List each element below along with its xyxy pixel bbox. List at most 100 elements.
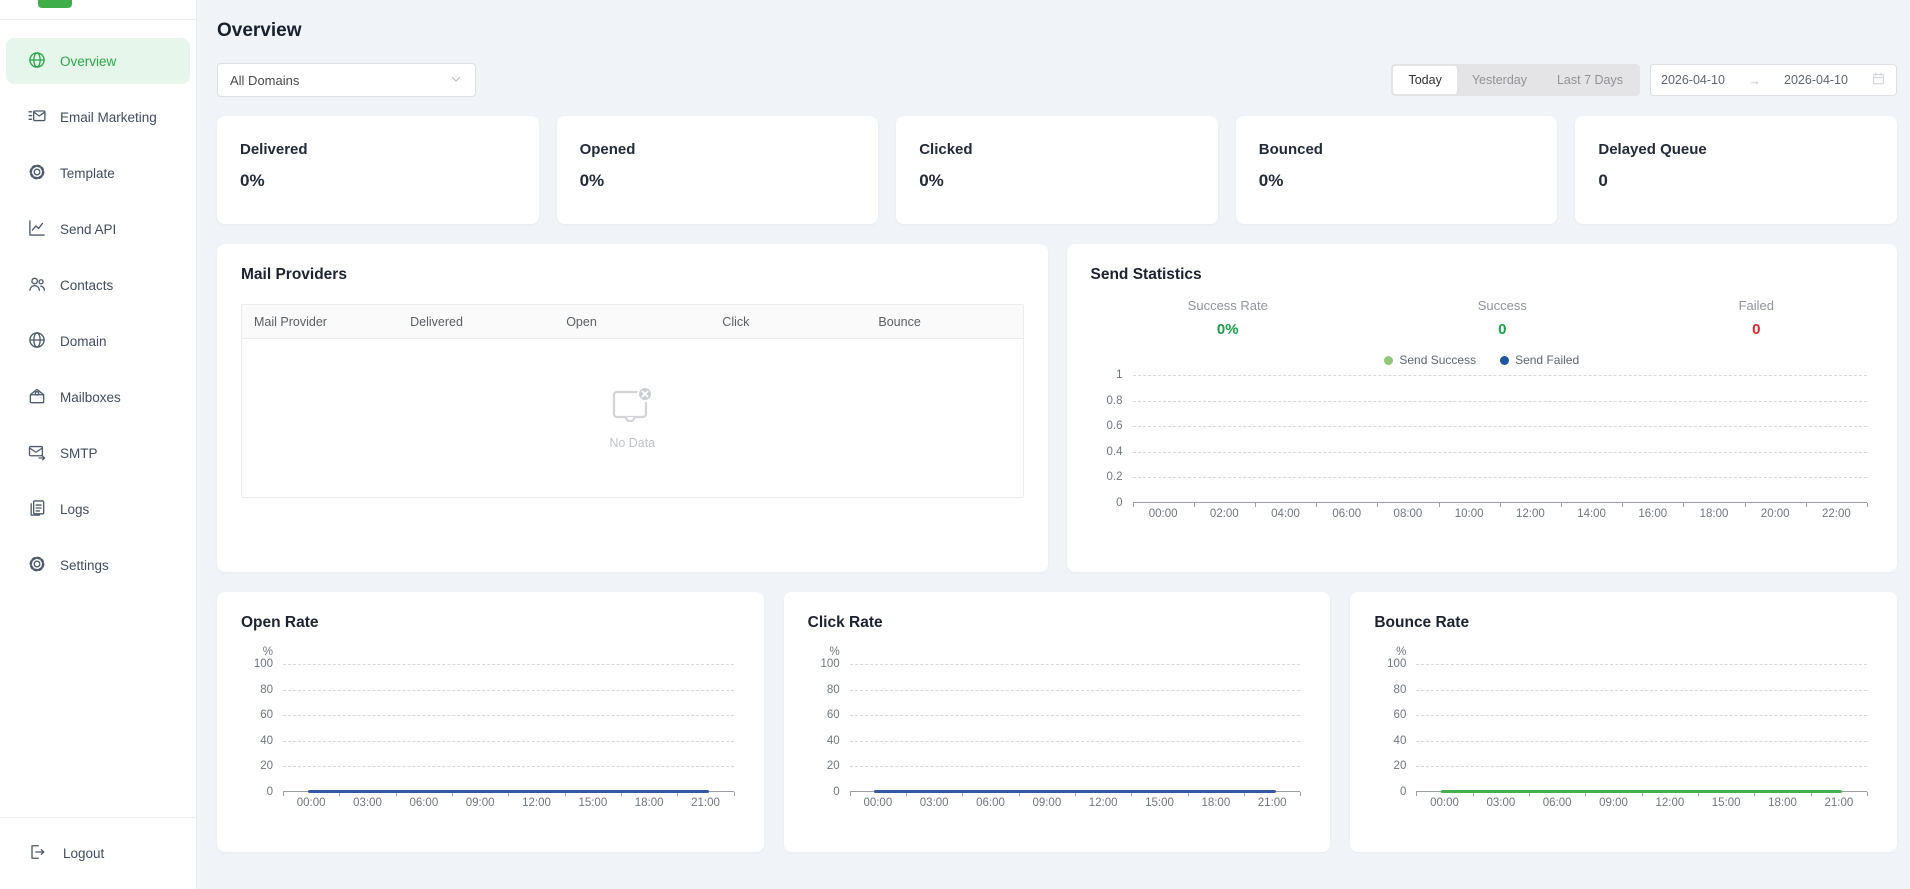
range-button-last-7-days[interactable]: Last 7 Days (1556, 73, 1623, 87)
range-button-today[interactable]: Today (1393, 66, 1457, 94)
legend-label: Send Failed (1515, 353, 1580, 367)
stat-card-opened: Opened 0% (556, 116, 879, 224)
logout-icon (27, 842, 47, 865)
series-line (307, 790, 709, 793)
y-axis-unit-label: % (262, 646, 273, 658)
axis-tick (508, 792, 510, 796)
summary-label: Success (1477, 298, 1527, 313)
domain-select[interactable]: All Domains (217, 63, 476, 97)
x-tick-label: 06:00 (1332, 508, 1362, 520)
x-tick-label: 15:00 (1711, 797, 1741, 809)
sidebar-item-send-api[interactable]: Send API (6, 206, 190, 252)
axis-tick (1744, 503, 1746, 507)
date-start-value[interactable]: 2026-04-10 (1661, 73, 1725, 87)
range-button-yesterday[interactable]: Yesterday (1471, 73, 1527, 87)
y-tick-label: 40 (1393, 734, 1407, 747)
stat-value: 0% (919, 171, 944, 190)
sidebar-item-overview[interactable]: Overview (6, 38, 190, 84)
x-tick-label: 22:00 (1822, 508, 1851, 520)
mail-providers-table: Mail Provider Delivered Open Click Bounc… (241, 304, 1024, 498)
stat-label: Opened (579, 141, 636, 158)
legend-item-send-success[interactable]: Send Success (1384, 353, 1476, 367)
sidebar-item-settings[interactable]: Settings (6, 542, 190, 588)
sidebar-item-template[interactable]: Template (6, 150, 190, 196)
chart-line-icon (27, 218, 47, 241)
axis-tick (1193, 503, 1195, 507)
sidebar-item-label: Template (60, 165, 115, 181)
x-tick-label: 18:00 (634, 797, 664, 809)
x-tick-label: 18:00 (1201, 797, 1231, 809)
y-tick-label: 80 (826, 683, 840, 696)
logo-strip (0, 0, 196, 20)
summary-success-rate: Success Rate 0% (1091, 298, 1366, 338)
gridline (849, 766, 1301, 768)
legend-item-send-failed[interactable]: Send Failed (1500, 353, 1579, 367)
sidebar-item-email-marketing[interactable]: Email Marketing (6, 94, 190, 140)
x-tick-label: 02:00 (1209, 508, 1239, 520)
page-title: Overview (217, 20, 302, 41)
middle-row: Mail Providers Mail Provider Delivered O… (217, 244, 1897, 572)
x-tick-label: 03:00 (353, 797, 382, 809)
y-tick-label: 0 (1116, 497, 1123, 509)
y-tick-label: 80 (260, 683, 273, 696)
stat-value: 0% (579, 171, 605, 190)
x-tick-label: 09:00 (465, 797, 495, 809)
y-tick-label: 0.2 (1106, 471, 1123, 484)
series-line (874, 790, 1276, 793)
x-tick-label: 00:00 (1430, 797, 1459, 809)
date-range-picker[interactable]: 2026-04-10 → 2026-04-10 (1650, 64, 1897, 96)
x-tick-label: 21:00 (1257, 797, 1287, 809)
axis-tick (1316, 503, 1318, 507)
axis-tick (1254, 503, 1256, 507)
envelope-open-icon (27, 386, 47, 409)
x-tick-label: 06:00 (1542, 797, 1572, 809)
sidebar-item-label: Domain (60, 333, 107, 349)
x-tick-label: 03:00 (919, 797, 949, 809)
y-tick-label: 80 (1393, 683, 1407, 696)
sidebar-item-label: Logs (60, 501, 90, 517)
axis-tick (1018, 792, 1020, 796)
sidebar-menu: Overview Email Marketing Template Send A… (0, 20, 196, 817)
gridline (283, 766, 734, 768)
y-tick-label: 100 (820, 658, 840, 670)
axis-tick (733, 792, 735, 796)
axis-tick (1754, 792, 1756, 796)
stat-card-delivered: Delivered 0% (217, 116, 539, 224)
main-content: Overview All Domains Today Yesterday Las… (198, 0, 1910, 852)
sidebar-item-label: Settings (60, 557, 109, 573)
sidebar: Overview Email Marketing Template Send A… (0, 0, 197, 889)
gridline (1132, 451, 1867, 453)
sidebar-item-domain[interactable]: Domain (6, 318, 190, 364)
summary-label: Failed (1738, 298, 1775, 313)
axis-tick (1075, 792, 1076, 796)
mail-providers-panel: Mail Providers Mail Provider Delivered O… (217, 244, 1048, 572)
open-rate-card: Open Rate 00:00 03:00 06:00 09:00 12:00 15:00… (217, 592, 764, 852)
sidebar-item-label: Contacts (60, 277, 114, 293)
logout-button[interactable]: Logout (0, 817, 196, 889)
date-end-value[interactable]: 2026-04-10 (1784, 73, 1848, 87)
sidebar-item-mailboxes[interactable]: Mailboxes (6, 374, 190, 420)
sidebar-item-label: Email Marketing (60, 109, 157, 125)
plot-area: 00:00 02:00 04:00 06:00 08:00 10:00 12:00 14:00… (1132, 375, 1868, 520)
x-tick-label: 15:00 (578, 797, 608, 809)
column-header: Bounce (878, 314, 921, 329)
x-tick-label: 06:00 (409, 797, 439, 809)
app-logo (38, 0, 72, 8)
plot-area: 00:00 03:00 06:00 09:00 12:00 15:00 18:00 21:00 (849, 664, 1302, 809)
axis-tick (1529, 792, 1530, 796)
stat-value: 0% (240, 171, 265, 190)
x-tick-label: 18:00 (1768, 797, 1797, 809)
plot-area: 00:00 03:00 06:00 09:00 12:00 15:00 18:00 21:00 (283, 664, 735, 809)
stat-card-clicked: Clicked 0% (896, 116, 1218, 224)
send-statistics-chart: 00:00 02:00 04:00 06:00 08:00 10:00 12:00 14:00… (1091, 369, 1874, 525)
gridline (1132, 400, 1867, 402)
sidebar-item-logs[interactable]: Logs (6, 486, 190, 532)
logout-label: Logout (63, 846, 105, 861)
gear-icon (27, 554, 47, 577)
sidebar-item-smtp[interactable]: SMTP (6, 430, 190, 476)
x-tick-label: 12:00 (1515, 508, 1545, 520)
sidebar-item-contacts[interactable]: Contacts (6, 262, 190, 308)
axis-tick (283, 792, 284, 796)
x-tick-label: 03:00 (1486, 797, 1516, 809)
summary-success: Success 0 (1365, 298, 1640, 338)
